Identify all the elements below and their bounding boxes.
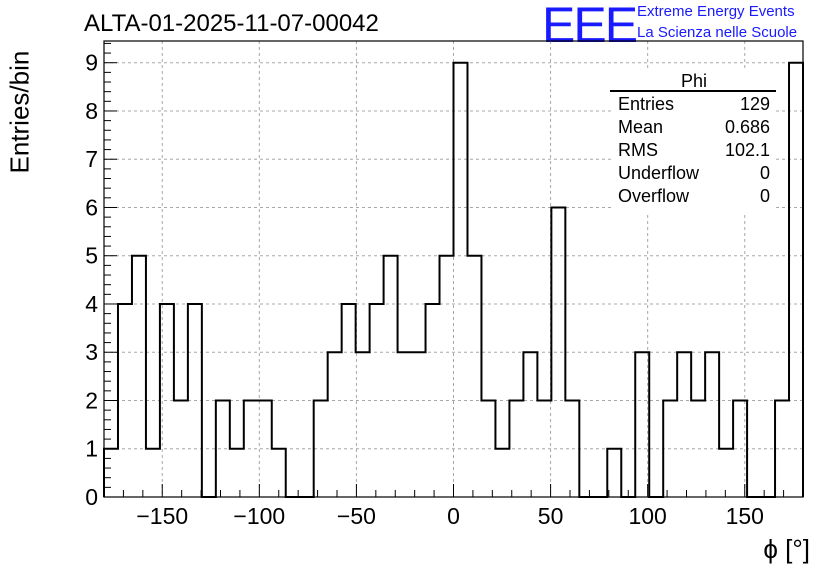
y-tick-label: 4 <box>85 291 98 317</box>
histogram-bin <box>132 256 146 497</box>
stats-row-label: Mean <box>618 117 663 137</box>
histogram-bin <box>356 352 370 497</box>
stats-box-background <box>612 71 776 212</box>
histogram-bin <box>216 400 230 497</box>
histogram-bin <box>551 207 565 497</box>
histogram-bin <box>230 449 244 497</box>
histogram-bin <box>677 352 691 497</box>
histogram-bin <box>523 352 537 497</box>
histogram-bin <box>174 400 188 497</box>
histogram-bin <box>635 352 649 497</box>
y-tick-label: 0 <box>85 484 98 510</box>
y-tick-label: 8 <box>85 98 98 124</box>
histogram-bin <box>412 352 426 497</box>
stats-row-value: 102.1 <box>725 140 770 160</box>
histogram-bin <box>104 449 118 497</box>
x-tick-label: −150 <box>136 503 188 529</box>
y-tick-label: 5 <box>85 243 98 269</box>
histogram-bin <box>467 256 481 497</box>
x-tick-label: 50 <box>538 503 564 529</box>
histogram-bin <box>384 256 398 497</box>
y-tick-label: 2 <box>85 387 98 413</box>
histogram-bin <box>705 352 719 497</box>
y-tick-label: 7 <box>85 146 98 172</box>
x-axis-label: ϕ [°] <box>763 534 810 564</box>
chart-title: ALTA-01-2025-11-07-00042 <box>84 10 379 37</box>
histogram-bin <box>426 304 440 497</box>
histogram-bin <box>509 400 523 497</box>
x-tick-label: 150 <box>726 503 764 529</box>
histogram-bin <box>146 449 160 497</box>
stats-row-value: 129 <box>740 94 770 114</box>
histogram-bin <box>272 449 286 497</box>
histogram-bin <box>607 449 621 497</box>
histogram-bin <box>719 449 733 497</box>
y-tick-label: 3 <box>85 339 98 365</box>
histogram-bin <box>342 304 356 497</box>
logo-line-2: La Scienza nelle Scuole <box>637 24 798 41</box>
stats-row-value: 0.686 <box>725 117 770 137</box>
stats-row-label: Underflow <box>618 163 700 183</box>
x-tick-label: −50 <box>337 503 376 529</box>
logo-line-1: Extreme Energy Events <box>637 3 795 20</box>
x-tick-label: 100 <box>628 503 666 529</box>
y-tick-label: 6 <box>85 194 98 220</box>
x-tick-label: 0 <box>447 503 460 529</box>
stats-row-label: Overflow <box>618 186 690 206</box>
histogram-bin <box>328 352 342 497</box>
y-tick-label: 1 <box>85 436 98 462</box>
histogram-bin <box>258 400 272 497</box>
histogram-bin <box>789 63 803 497</box>
x-tick-label: −100 <box>233 503 285 529</box>
stats-row-label: Entries <box>618 94 674 114</box>
histogram-bin <box>495 449 509 497</box>
axis-ticks: −150 −100 −50 0 50 100 150 0 1 2 3 4 5 6 7 8 9 <box>85 42 804 529</box>
stats-row-value: 0 <box>760 186 770 206</box>
y-tick-label: 9 <box>85 50 98 76</box>
histogram-bin <box>440 256 454 497</box>
stats-box: Phi Entries 129 Mean 0.686 RMS 102.1 Underflow 0… <box>610 71 776 212</box>
stats-row-label: RMS <box>618 140 658 160</box>
histogram-bin <box>454 63 468 497</box>
eee-logo: EEE <box>542 0 638 53</box>
stats-box-name: Phi <box>681 71 707 91</box>
stats-row-value: 0 <box>760 163 770 183</box>
histogram-bin <box>398 352 412 497</box>
